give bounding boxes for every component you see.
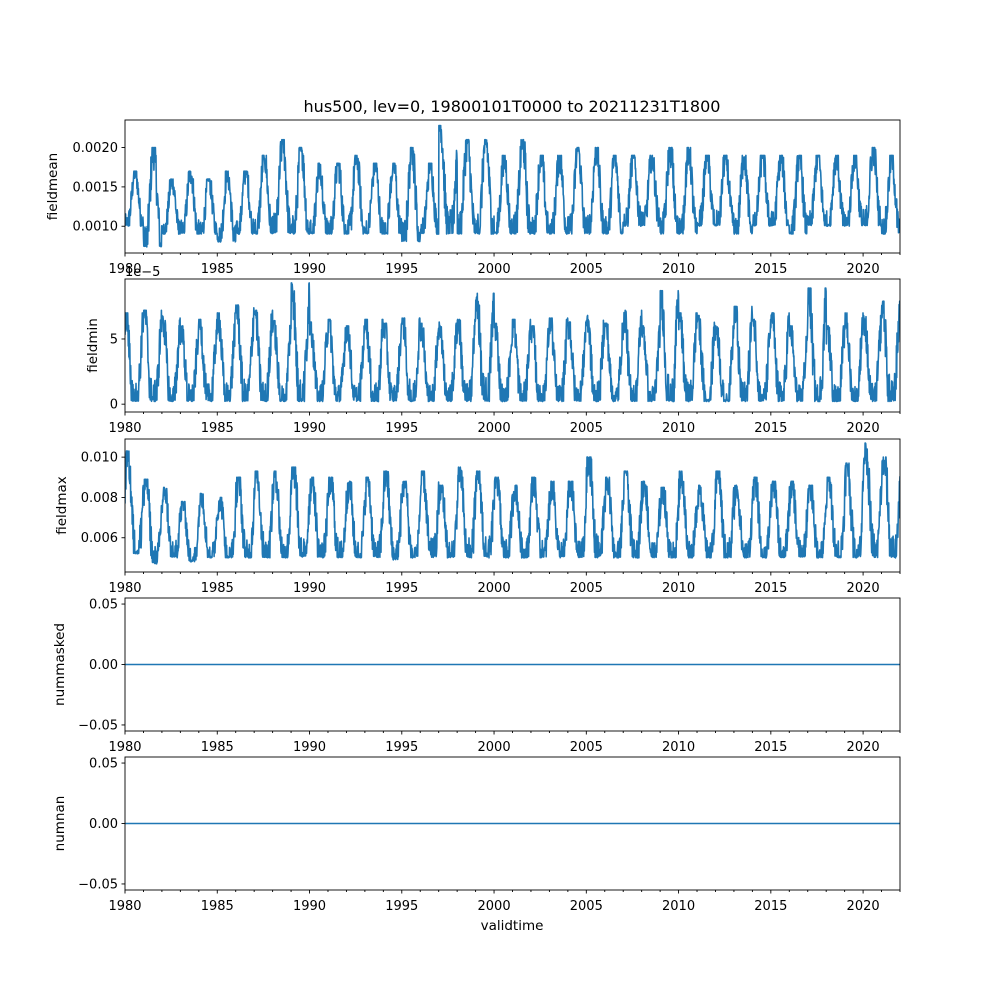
x-tick-label: 2015 (754, 581, 787, 596)
series-line-fieldmean (125, 124, 900, 248)
panel-fieldmax: 1980 1985 1990 1995 2000 2005 2010 2015 2020 0.00… (54, 438, 901, 596)
x-tick-label: 2000 (478, 421, 511, 436)
x-tick-label: 2015 (754, 740, 787, 755)
y-tick-label: 0.0010 (73, 220, 119, 235)
y-tick-label: 0.00 (89, 658, 118, 673)
x-tick-label: 2020 (847, 581, 880, 596)
x-tick-label: 2000 (478, 740, 511, 755)
x-tick-label: 2010 (662, 740, 695, 755)
x-tick-label: 1995 (385, 899, 418, 914)
x-tick-label: 1980 (108, 262, 141, 277)
x-tick-label: 1995 (385, 262, 418, 277)
x-tick-label: 2015 (754, 899, 787, 914)
x-tick-label: 2010 (662, 899, 695, 914)
x-tick-label: 1985 (201, 421, 234, 436)
x-tick-label: 1990 (293, 421, 326, 436)
y-tick-label: 0.05 (89, 598, 118, 613)
x-tick-label: 1985 (201, 740, 234, 755)
x-tick-label: 2005 (570, 581, 603, 596)
x-tick-label: 2010 (662, 262, 695, 277)
y-tick-label: 0.00 (89, 817, 118, 832)
y-tick-label: 0.0020 (73, 141, 119, 156)
y-tick-label: 0.010 (81, 451, 118, 466)
y-axis-label: numnan (52, 796, 68, 852)
x-tick-label: 1995 (385, 421, 418, 436)
chart-title: hus500, lev=0, 19800101T0000 to 20211231… (304, 97, 721, 116)
x-tick-label: 1990 (293, 262, 326, 277)
y-axis-label: fieldmean (45, 153, 61, 220)
x-tick-label: 1985 (201, 262, 234, 277)
panel-nummasked: 1980 1985 1990 1995 2000 2005 2010 2015 2020 −0.0… (52, 598, 901, 755)
x-tick-label: 2000 (478, 262, 511, 277)
y-tick-label: 0.0015 (73, 180, 119, 195)
y-tick-label: −0.05 (78, 877, 118, 892)
x-tick-label: 1985 (201, 899, 234, 914)
x-tick-label: 1985 (201, 581, 234, 596)
x-tick-label: 2015 (754, 262, 787, 277)
x-axis-label: validtime (481, 918, 544, 934)
x-tick-label: 1990 (293, 581, 326, 596)
x-tick-label: 1980 (108, 899, 141, 914)
x-tick-label: 1980 (108, 740, 141, 755)
x-tick-label: 1980 (108, 581, 141, 596)
x-tick-label: 2015 (754, 421, 787, 436)
y-axis-label: fieldmin (85, 318, 101, 373)
y-axis-label: fieldmax (54, 476, 70, 535)
x-tick-label: 2005 (570, 899, 603, 914)
panel-fieldmin: 1980 1985 1990 1995 2000 2005 2010 2015 2020 0 5 fi… (85, 265, 901, 436)
y-tick-label: 0.05 (89, 757, 118, 772)
x-tick-label: 1990 (293, 899, 326, 914)
y-tick-label: 0 (110, 398, 118, 413)
x-tick-label: 1995 (385, 581, 418, 596)
x-tick-label: 2020 (847, 740, 880, 755)
x-tick-label: 1995 (385, 740, 418, 755)
x-tick-label: 2020 (847, 899, 880, 914)
x-tick-label: 1990 (293, 740, 326, 755)
y-tick-label: 0.008 (81, 491, 118, 506)
x-tick-label: 2020 (847, 421, 880, 436)
x-tick-label: 2020 (847, 262, 880, 277)
panels: 1980 1985 1990 1995 2000 2005 2010 2015 2020 0.00… (45, 119, 901, 914)
panel-fieldmean: 1980 1985 1990 1995 2000 2005 2010 2015 2020 0.00… (45, 119, 901, 277)
x-tick-label: 2005 (570, 740, 603, 755)
x-tick-label: 1980 (108, 421, 141, 436)
x-tick-label: 2000 (478, 581, 511, 596)
series-line-fieldmin (125, 282, 900, 403)
x-tick-label: 2000 (478, 899, 511, 914)
x-tick-label: 2010 (662, 581, 695, 596)
series-line-fieldmax (125, 442, 900, 565)
y-offset-label: 1e−5 (125, 265, 160, 280)
y-tick-label: −0.05 (78, 718, 118, 733)
y-axis-label: nummasked (52, 623, 68, 706)
y-tick-label: 0.006 (81, 531, 118, 546)
panel-numnan: 1980 1985 1990 1995 2000 2005 2010 2015 2020 −0.0… (52, 757, 901, 914)
y-tick-label: 5 (110, 332, 118, 347)
x-tick-label: 2005 (570, 262, 603, 277)
x-tick-label: 2010 (662, 421, 695, 436)
x-tick-label: 2005 (570, 421, 603, 436)
